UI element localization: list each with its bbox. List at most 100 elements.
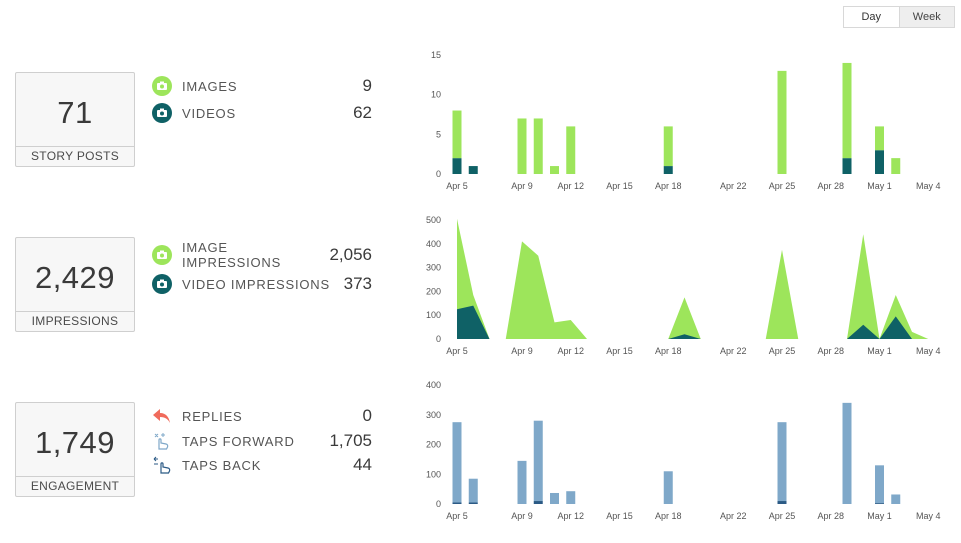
tap-forward-icon (152, 431, 172, 451)
bar-segment (517, 118, 527, 174)
x-tick-label: Apr 22 (720, 181, 747, 191)
bar-segment (891, 158, 901, 174)
y-tick-label: 0 (436, 499, 441, 509)
video-camera-icon (152, 103, 172, 123)
images-value: 9 (362, 76, 372, 95)
bar-segment (533, 118, 543, 174)
x-tick-label: Apr 5 (446, 346, 468, 356)
bar-segment (550, 492, 559, 504)
bar-segment (663, 471, 673, 504)
y-tick-label: 400 (426, 239, 441, 249)
x-tick-label: Apr 12 (557, 181, 584, 191)
video-impressions-row: VIDEO IMPRESSIONS 373 (152, 274, 372, 294)
bar-segment (777, 422, 787, 502)
bar-segment (468, 502, 478, 504)
y-tick-label: 300 (426, 410, 441, 420)
x-tick-label: May 1 (867, 511, 892, 521)
y-tick-label: 10 (431, 90, 441, 100)
x-tick-label: Apr 18 (655, 346, 682, 356)
x-tick-label: Apr 15 (606, 181, 633, 191)
x-tick-label: Apr 25 (769, 181, 796, 191)
x-tick-label: Apr 9 (511, 511, 533, 521)
y-tick-label: 0 (436, 334, 441, 344)
replies-label: REPLIES (182, 408, 243, 424)
bar-segment (663, 166, 673, 174)
y-tick-label: 100 (426, 310, 441, 320)
y-tick-label: 200 (426, 286, 441, 296)
impressions-card: 2,429 IMPRESSIONS (15, 237, 135, 332)
week-toggle-button[interactable]: Week (899, 7, 954, 27)
x-tick-label: Apr 22 (720, 511, 747, 521)
bar-segment (452, 502, 462, 504)
videos-value: 62 (353, 103, 372, 122)
bar-segment (875, 126, 884, 151)
story-posts-card: 71 STORY POSTS (15, 72, 135, 167)
impressions-total: 2,429 (34, 260, 116, 295)
image-impressions-label: IMAGE IMPRESSIONS (182, 240, 282, 270)
bar-segment (875, 503, 884, 504)
taps-forward-row: TAPS FORWARD 1,705 (152, 431, 372, 451)
x-tick-label: May 4 (916, 511, 941, 521)
engagement-label: ENGAGEMENT (16, 476, 134, 496)
bar-segment (517, 460, 527, 504)
x-tick-label: Apr 18 (655, 181, 682, 191)
x-tick-label: Apr 28 (817, 181, 844, 191)
video-impressions-value: 373 (343, 274, 372, 293)
bar-segment (452, 158, 462, 174)
bar-segment (452, 110, 462, 159)
x-tick-label: Apr 25 (769, 511, 796, 521)
day-toggle-button[interactable]: Day (844, 7, 900, 27)
bar-segment (663, 126, 673, 167)
x-tick-label: May 1 (867, 181, 892, 191)
bar-segment (842, 402, 852, 504)
taps-forward-label: TAPS FORWARD (182, 433, 295, 449)
y-tick-label: 400 (426, 380, 441, 390)
images-row: IMAGES 9 (152, 76, 372, 96)
bar-segment (566, 126, 576, 174)
bar-segment (550, 166, 559, 174)
x-tick-label: Apr 18 (655, 511, 682, 521)
image-impressions-value: 2,056 (329, 245, 372, 264)
videos-row: VIDEOS 62 (152, 103, 372, 123)
x-tick-label: Apr 22 (720, 346, 747, 356)
y-tick-label: 5 (436, 129, 441, 139)
area-total (457, 218, 929, 339)
taps-back-row: TAPS BACK 44 (152, 455, 372, 475)
y-tick-label: 300 (426, 263, 441, 273)
bar-segment (533, 420, 543, 502)
x-tick-label: May 4 (916, 181, 941, 191)
bar-segment (875, 465, 884, 504)
engagement-chart: 0 100 200 300 400 Apr 5 Apr 9 Apr 12 Apr 15 Apr 1… (426, 380, 941, 521)
videos-label: VIDEOS (182, 105, 236, 121)
day-week-toggle: Day Week (843, 6, 955, 28)
bar-segment (891, 494, 901, 504)
x-tick-label: Apr 5 (446, 511, 468, 521)
camera-icon (152, 245, 172, 265)
x-tick-label: Apr 15 (606, 346, 633, 356)
images-label: IMAGES (182, 78, 238, 94)
taps-forward-value: 1,705 (329, 431, 372, 450)
bar-segment (842, 158, 852, 174)
engagement-card: 1,749 ENGAGEMENT (15, 402, 135, 497)
replies-row: REPLIES 0 (152, 406, 372, 426)
engagement-total: 1,749 (34, 425, 116, 460)
video-impressions-label: VIDEO IMPRESSIONS (182, 276, 330, 292)
taps-back-value: 44 (353, 455, 372, 474)
x-tick-label: Apr 25 (769, 346, 796, 356)
y-tick-label: 200 (426, 440, 441, 450)
bar-segment (566, 491, 576, 504)
story-posts-total: 71 (57, 95, 93, 130)
y-tick-label: 15 (431, 50, 441, 60)
reply-arrow-icon (152, 406, 172, 426)
image-impressions-row: IMAGE IMPRESSIONS 2,056 (152, 240, 372, 270)
bar-segment (777, 70, 787, 174)
video-camera-icon (152, 274, 172, 294)
impressions-chart: 0 100 200 300 400 500 Apr 5 Apr 9 Apr 12 Apr 15 Ap… (426, 215, 941, 356)
x-tick-label: Apr 9 (511, 346, 533, 356)
bar-segment (533, 501, 543, 504)
y-tick-label: 0 (436, 169, 441, 179)
x-tick-label: Apr 12 (557, 511, 584, 521)
tap-back-icon (152, 455, 172, 475)
y-tick-label: 500 (426, 215, 441, 225)
